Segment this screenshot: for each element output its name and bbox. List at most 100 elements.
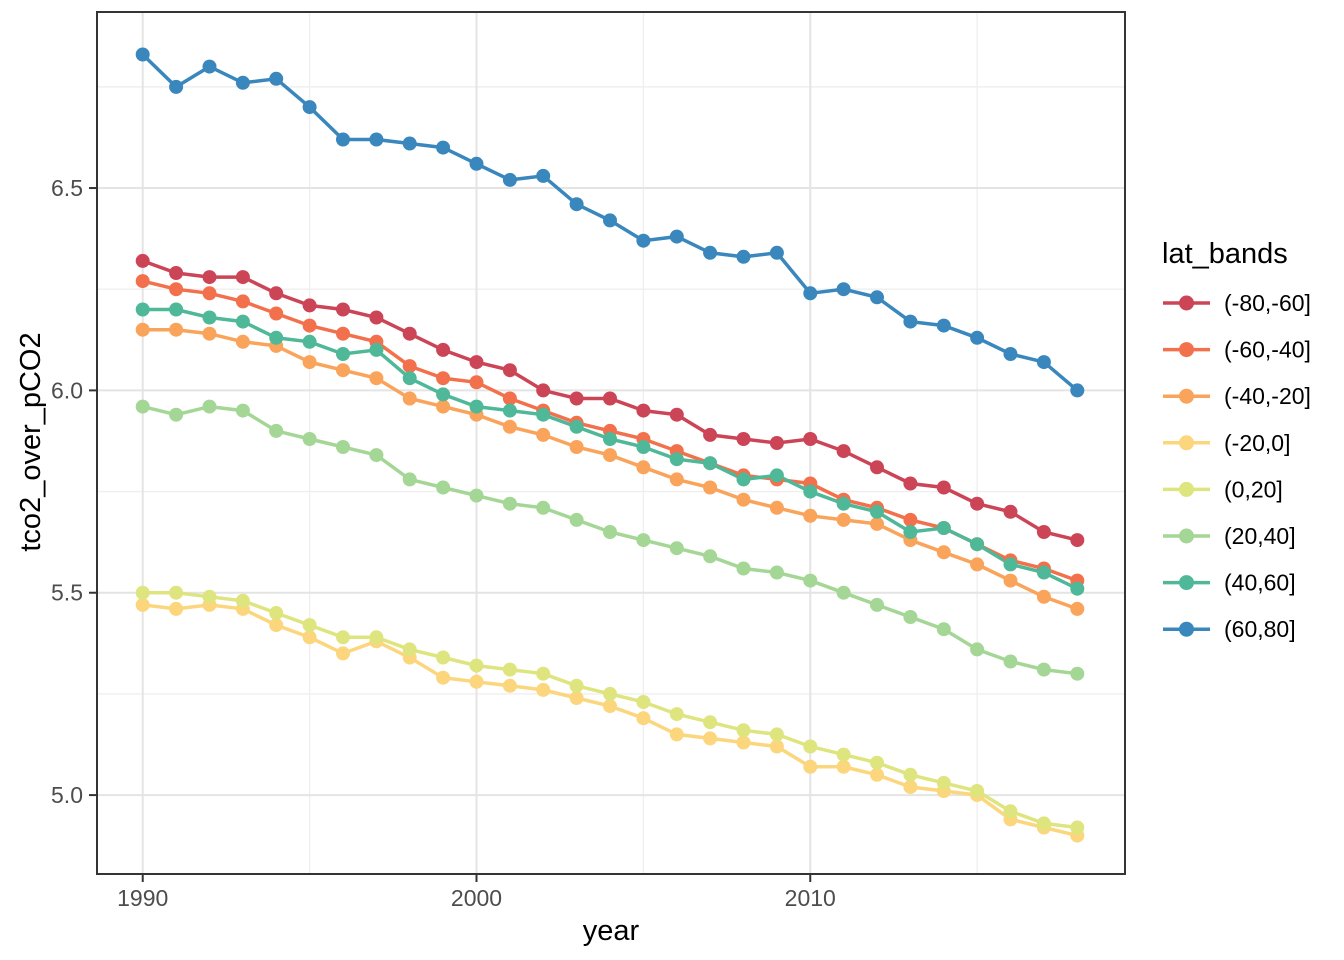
y-tick-label: 5.0 [51, 782, 83, 808]
data-point-(-80,-60] [369, 310, 384, 325]
data-point-(-40,-20] [135, 322, 150, 337]
data-point-(0,20] [569, 678, 584, 693]
data-point-(40,60] [970, 537, 985, 552]
legend-key-point [1179, 621, 1194, 637]
data-point-(-20,0] [502, 678, 517, 693]
data-point-(-80,-60] [302, 298, 317, 313]
data-point-(40,60] [269, 330, 284, 345]
data-point-(0,20] [369, 630, 384, 645]
data-point-(60,80] [402, 136, 417, 151]
data-point-(-60,-40] [169, 282, 184, 297]
data-point-(-80,-60] [870, 460, 884, 475]
data-point-(-40,-20] [1070, 601, 1085, 616]
data-point-(-40,-20] [302, 355, 317, 370]
data-point-(-40,-20] [936, 545, 951, 560]
data-point-(-40,-20] [169, 322, 184, 337]
y-tick-label: 5.5 [51, 580, 83, 606]
data-point-(-40,-20] [836, 512, 851, 527]
data-point-(-20,0] [903, 780, 918, 794]
data-point-(20,40] [603, 525, 617, 539]
data-point-(-40,-20] [436, 399, 451, 414]
data-point-(0,20] [936, 775, 951, 790]
data-point-(40,60] [569, 419, 584, 434]
data-point-(0,20] [402, 642, 417, 657]
data-point-(60,80] [703, 245, 718, 260]
data-point-(0,20] [169, 585, 184, 600]
legend-item-label: (-40,-20] [1224, 383, 1311, 409]
data-point-(20,40] [202, 399, 217, 414]
data-point-(0,20] [736, 723, 751, 738]
series-layer [135, 47, 1085, 843]
data-point-(-80,-60] [836, 444, 851, 459]
data-point-(-80,-60] [769, 436, 784, 450]
data-point-(20,40] [1003, 654, 1018, 669]
data-point-(-60,-40] [202, 286, 217, 301]
data-point-(-40,-20] [803, 508, 818, 523]
data-point-(40,60] [836, 496, 851, 511]
legend-key-point [1179, 295, 1194, 311]
data-point-(60,80] [569, 197, 584, 212]
data-point-(40,60] [903, 525, 918, 539]
data-point-(-60,-40] [336, 326, 350, 341]
data-point-(-80,-60] [1003, 504, 1018, 519]
data-point-(-60,-40] [903, 512, 918, 527]
data-point-(20,40] [436, 480, 451, 495]
data-point-(-40,-20] [402, 391, 417, 406]
data-point-(-40,-20] [502, 419, 517, 434]
data-point-(-40,-20] [970, 557, 985, 572]
x-tick-label: 2010 [785, 885, 836, 911]
data-point-(-80,-60] [936, 480, 951, 495]
data-point-(-80,-60] [469, 355, 484, 370]
data-point-(-80,-60] [569, 391, 584, 406]
data-point-(0,20] [703, 715, 718, 730]
data-point-(-80,-60] [736, 432, 751, 446]
data-point-(20,40] [870, 597, 884, 612]
data-point-(40,60] [336, 347, 350, 361]
data-point-(0,20] [336, 630, 350, 645]
y-tick-label: 6.5 [51, 175, 83, 201]
data-point-(60,80] [202, 59, 217, 74]
data-point-(-40,-20] [536, 427, 551, 442]
data-point-(-20,0] [269, 618, 284, 633]
data-point-(-20,0] [736, 735, 751, 750]
data-point-(40,60] [669, 452, 684, 467]
data-point-(20,40] [469, 488, 484, 503]
data-point-(40,60] [135, 302, 150, 317]
data-point-(-20,0] [336, 646, 350, 661]
data-point-(0,20] [836, 747, 851, 762]
data-point-(20,40] [970, 642, 985, 657]
legend-item-label: (-60,-40] [1224, 337, 1311, 363]
data-point-(-80,-60] [502, 363, 517, 378]
data-point-(60,80] [169, 79, 184, 94]
data-point-(0,20] [135, 585, 150, 600]
data-point-(0,20] [202, 589, 217, 604]
data-point-(0,20] [603, 686, 617, 701]
data-point-(20,40] [936, 622, 951, 637]
data-point-(60,80] [736, 249, 751, 264]
series-line-(-40,-20] [142, 327, 1078, 611]
data-point-(-80,-60] [669, 407, 684, 422]
data-point-(20,40] [636, 533, 651, 548]
legend-key-point [1179, 528, 1194, 544]
data-point-(0,20] [669, 707, 684, 722]
data-point-(20,40] [1036, 662, 1051, 677]
data-point-(60,80] [970, 330, 985, 345]
legend-key-point [1179, 342, 1194, 358]
data-point-(-40,-20] [1003, 573, 1018, 588]
data-point-(40,60] [1070, 581, 1085, 596]
legend: (-80,-60] (-60,-40] (-40,-20] (-20,0] (0,20]… [1163, 290, 1311, 642]
data-point-(-80,-60] [903, 476, 918, 491]
data-point-(20,40] [836, 585, 851, 600]
y-tick-label: 6.0 [51, 377, 83, 403]
data-point-(-20,0] [803, 759, 818, 774]
legend-key-point [1179, 481, 1194, 497]
data-point-(20,40] [536, 500, 551, 515]
data-point-(60,80] [636, 233, 651, 248]
data-point-(40,60] [870, 504, 884, 519]
legend-item-label: (-20,0] [1224, 430, 1290, 456]
data-point-(-20,0] [669, 727, 684, 742]
data-point-(60,80] [603, 213, 617, 228]
data-point-(-40,-20] [703, 480, 718, 495]
data-point-(0,20] [502, 662, 517, 677]
